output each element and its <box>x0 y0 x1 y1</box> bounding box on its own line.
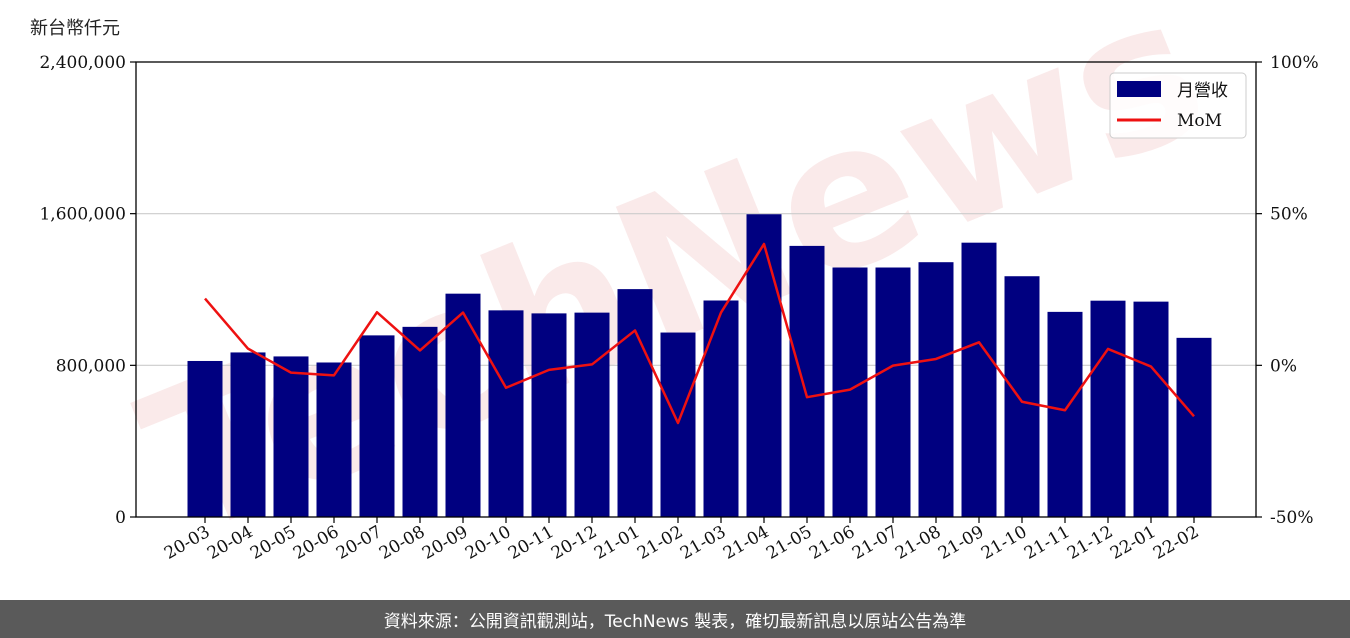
x-tick-label: 22-02 <box>1150 522 1202 564</box>
left-tick-label: 0 <box>115 508 126 528</box>
right-tick-label: -50% <box>1270 508 1314 528</box>
bar-20-10 <box>488 310 524 517</box>
bar-22-01 <box>1133 301 1169 517</box>
x-tick-label: 21-07 <box>849 522 901 564</box>
left-tick-label: 1,600,000 <box>39 205 126 225</box>
bar-21-12 <box>1090 300 1126 517</box>
revenue-chart: TechNews 0800,0001,600,0002,400,000-50%0… <box>39 0 1319 583</box>
bar-21-07 <box>875 267 911 517</box>
legend-label-revenue: 月營收 <box>1177 81 1228 101</box>
bar-20-07 <box>359 335 395 517</box>
legend-swatch-bar <box>1117 81 1161 97</box>
bar-20-03 <box>187 360 223 517</box>
bar-20-05 <box>273 356 309 517</box>
left-tick-label: 2,400,000 <box>39 53 126 73</box>
right-tick-label: 100% <box>1270 53 1319 73</box>
mom-line <box>204 242 1195 425</box>
x-tick-label: 21-12 <box>1064 522 1116 564</box>
legend: 月營收 MoM <box>1109 72 1247 139</box>
x-tick-label: 20-12 <box>548 522 600 564</box>
x-tick-label: 21-05 <box>763 522 815 564</box>
bar-21-08 <box>918 262 954 517</box>
bar-21-02 <box>660 332 696 517</box>
x-tick-label: 21-02 <box>634 522 686 564</box>
x-tick-label: 20-07 <box>333 522 385 564</box>
bar-21-10 <box>1004 276 1040 517</box>
bar-20-06 <box>316 362 352 517</box>
bar-21-11 <box>1047 311 1083 517</box>
x-tick-label: 21-06 <box>806 522 858 564</box>
bar-20-04 <box>230 352 266 517</box>
bar-22-02 <box>1176 337 1212 517</box>
x-tick-label: 20-11 <box>505 522 557 564</box>
bar-20-11 <box>531 313 567 517</box>
x-tick-label: 21-01 <box>591 522 643 564</box>
bar-20-09 <box>445 293 481 517</box>
x-tick-label: 20-09 <box>419 522 471 564</box>
bar-21-05 <box>789 245 825 518</box>
bar-20-08 <box>402 326 438 517</box>
x-tick-label: 21-04 <box>720 522 772 564</box>
x-tick-label: 21-11 <box>1021 522 1073 564</box>
bar-series <box>187 214 1212 518</box>
x-tick-label: 21-03 <box>677 522 729 564</box>
footer-text: 資料來源：公開資訊觀測站，TechNews 製表，確切最新訊息以原站公告為準 <box>383 611 967 632</box>
y-axis-unit-label: 新台幣仟元 <box>30 18 120 39</box>
x-tick-label: 20-10 <box>462 522 514 564</box>
bar-21-04 <box>746 214 782 517</box>
legend-label-mom: MoM <box>1177 111 1222 131</box>
x-tick-label: 22-01 <box>1107 522 1159 564</box>
plot-frame <box>135 61 1257 518</box>
x-tick-label: 21-10 <box>978 522 1030 564</box>
source-footer: 資料來源：公開資訊觀測站，TechNews 製表，確切最新訊息以原站公告為準 <box>0 600 1350 638</box>
x-tick-label: 21-09 <box>935 522 987 564</box>
bar-21-03 <box>703 300 739 517</box>
right-tick-label: 0% <box>1270 356 1297 376</box>
x-tick-label: 20-08 <box>376 522 428 564</box>
bar-20-12 <box>574 312 610 517</box>
mom-series <box>204 242 1195 425</box>
right-tick-label: 50% <box>1270 205 1308 225</box>
left-tick-label: 800,000 <box>56 356 126 376</box>
x-tick-label: 21-08 <box>892 522 944 564</box>
bar-21-09 <box>961 242 997 517</box>
bar-21-01 <box>617 289 653 517</box>
